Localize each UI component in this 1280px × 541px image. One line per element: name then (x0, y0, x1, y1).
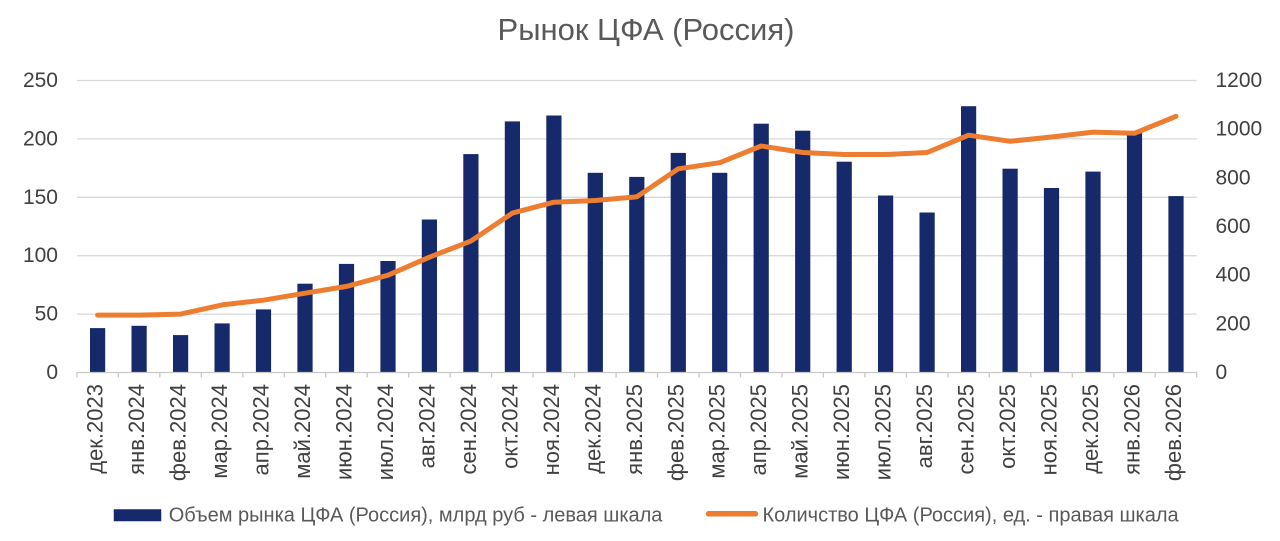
svg-text:июл.2025: июл.2025 (871, 384, 896, 480)
svg-text:сен.2024: сен.2024 (456, 384, 481, 474)
svg-text:0: 0 (1216, 361, 1228, 384)
svg-text:июл.2024: июл.2024 (373, 384, 398, 480)
svg-text:мар.2024: мар.2024 (207, 384, 232, 479)
svg-text:окт.2025: окт.2025 (995, 384, 1020, 469)
svg-text:апр.2024: апр.2024 (249, 384, 274, 475)
svg-text:0: 0 (46, 361, 58, 384)
svg-text:600: 600 (1216, 215, 1251, 238)
svg-text:май.2025: май.2025 (788, 384, 813, 479)
svg-text:100: 100 (23, 244, 58, 267)
svg-text:Количство ЦФА (Россия), ед. -: Количство ЦФА (Россия), ед. - правая шка… (763, 505, 1180, 527)
svg-text:фев.2025: фев.2025 (663, 384, 688, 481)
svg-text:сен.2025: сен.2025 (954, 384, 979, 474)
svg-text:200: 200 (1216, 312, 1251, 335)
svg-text:дек.2024: дек.2024 (580, 384, 605, 474)
svg-text:250: 250 (23, 69, 58, 92)
svg-text:июн.2024: июн.2024 (332, 384, 357, 480)
svg-text:май.2024: май.2024 (290, 384, 315, 479)
svg-text:Объем рынка ЦФА (Россия), млрд: Объем рынка ЦФА (Россия), млрд руб - лев… (169, 505, 664, 527)
svg-text:апр.2025: апр.2025 (746, 384, 771, 475)
svg-text:дек.2023: дек.2023 (83, 384, 108, 474)
svg-text:50: 50 (35, 303, 58, 326)
svg-text:авг.2024: авг.2024 (414, 384, 439, 468)
svg-text:150: 150 (23, 186, 58, 209)
svg-text:окт.2024: окт.2024 (497, 384, 522, 469)
svg-text:мар.2025: мар.2025 (705, 384, 730, 479)
svg-text:фев.2024: фев.2024 (166, 384, 191, 481)
svg-text:июн.2025: июн.2025 (829, 384, 854, 480)
svg-text:авг.2025: авг.2025 (912, 384, 937, 468)
svg-text:ноя.2024: ноя.2024 (539, 384, 564, 475)
svg-text:400: 400 (1216, 264, 1251, 287)
svg-text:ноя.2025: ноя.2025 (1037, 384, 1062, 475)
svg-text:1000: 1000 (1216, 118, 1263, 141)
svg-text:янв.2024: янв.2024 (124, 384, 149, 475)
svg-text:фев.2026: фев.2026 (1161, 384, 1186, 481)
svg-text:янв.2026: янв.2026 (1120, 384, 1145, 475)
svg-text:800: 800 (1216, 166, 1251, 189)
svg-text:янв.2025: янв.2025 (622, 384, 647, 475)
svg-text:Рынок ЦФА (Россия): Рынок ЦФА (Россия) (498, 12, 795, 47)
svg-text:200: 200 (23, 127, 58, 150)
svg-text:дек.2025: дек.2025 (1078, 384, 1103, 474)
svg-text:1200: 1200 (1216, 69, 1263, 92)
